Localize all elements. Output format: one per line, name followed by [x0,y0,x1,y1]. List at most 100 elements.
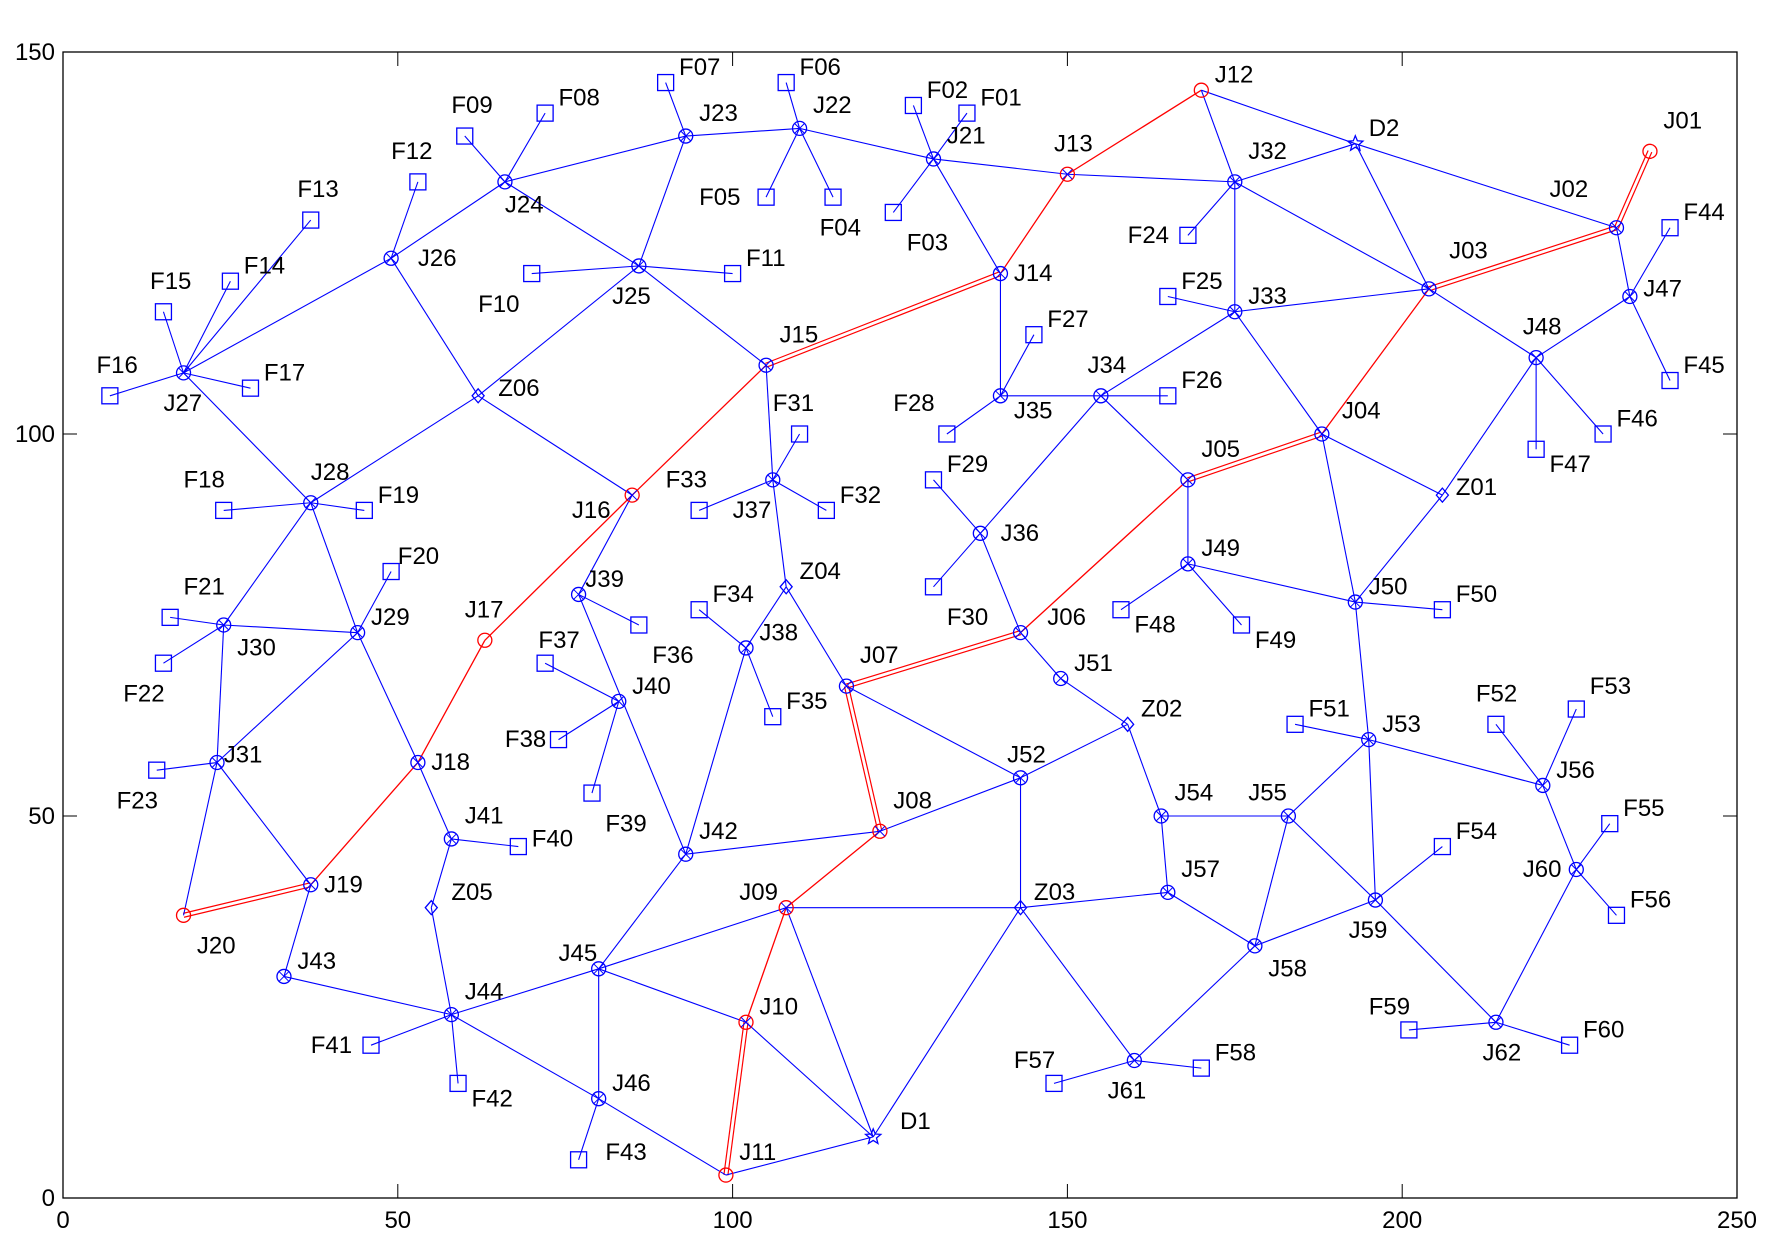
edge-J27-F14 [183,280,231,374]
label-f39: F39 [605,810,646,837]
edge-J49-F49 [1187,563,1242,626]
label-j18: J18 [431,749,470,776]
label-j52: J52 [1007,742,1046,769]
edge-J27-F13 [183,219,312,374]
label-j49: J49 [1201,535,1240,562]
node-j56 [1535,777,1551,794]
axes-layer: 0 50 100 150 200 250 0 50 100 150 [15,39,1757,1233]
node-f28 [938,425,956,443]
node-f57 [1045,1074,1063,1093]
label-f11: F11 [746,245,786,272]
label-j40: J40 [632,673,671,700]
label-f33: F33 [666,466,707,493]
label-j41: J41 [465,803,504,830]
node-j19 [303,877,319,893]
x-tick-label: 200 [1382,1207,1422,1233]
label-f43: F43 [605,1139,646,1166]
label-f34: F34 [713,581,754,608]
label-j43: J43 [297,948,336,975]
edge-J43-J44 [283,975,452,1016]
route-edge-J14-J15 [765,271,1000,364]
edge-J28-F18 [223,502,311,511]
node-f05 [757,188,775,206]
label-f31: F31 [773,390,814,417]
label-f49: F49 [1255,627,1296,654]
edge-J38-F35 [745,647,774,717]
edge-J23-J25 [638,135,687,267]
route-edge-J12-J13 [1067,89,1202,175]
label-f08: F08 [559,84,600,111]
label-j29: J29 [371,604,410,631]
label-j28: J28 [311,459,350,486]
label-j59: J59 [1349,917,1388,944]
edge-J48-J47 [1535,296,1631,359]
node-f49 [1232,616,1251,634]
label-f36: F36 [652,642,693,669]
route-edge-J03-J04 [1321,288,1430,435]
node-j50 [1347,594,1363,610]
edge-Z06-J16 [477,395,633,496]
node-f23 [148,761,166,779]
node-j21 [925,151,942,167]
label-j22: J22 [813,92,852,119]
label-j02: J02 [1550,176,1589,203]
route-edge-J10-J11-b [727,1022,749,1176]
label-j14: J14 [1014,260,1053,287]
edge-J12-D2 [1201,89,1356,145]
edge-J59-F54 [1375,846,1443,901]
edge-J25-Z06 [477,265,640,397]
node-f12 [409,173,427,191]
label-f10: F10 [478,291,519,318]
route-edge-J19-J20-b [183,886,312,918]
edge-J21-F02 [912,105,934,160]
edge-J32-J03 [1234,181,1430,290]
node-f31 [790,425,809,443]
x-tick-label: 250 [1717,1207,1757,1233]
edge-J42-J39 [578,594,687,855]
node-f52 [1487,715,1505,733]
edge-J37-F33 [698,479,773,511]
edge-J35-F27 [999,334,1035,397]
label-j27: J27 [163,390,202,417]
edge-J15-J37 [765,365,774,480]
edge-J21-F03 [892,158,934,213]
label-j21: J21 [947,123,986,150]
edge-Z03-J61 [1020,907,1135,1061]
node-j39 [570,586,587,603]
edge-J25-J15 [638,265,767,366]
edge-D2-J03 [1354,143,1430,290]
node-j59 [1367,892,1384,908]
label-f52: F52 [1476,680,1517,707]
node-j57 [1160,884,1176,901]
node-j06 [1012,624,1029,641]
node-f11 [723,264,742,283]
edge-J61-F57 [1053,1059,1135,1084]
label-j17: J17 [465,596,504,623]
edge-Z01-J48 [1441,357,1537,496]
label-j11: J11 [739,1139,776,1166]
edge-J27-F15 [162,311,185,374]
edge-J53-J56 [1368,739,1543,786]
node-j22 [791,120,808,137]
route-edge-J06-J07-b [846,633,1022,689]
edge-J29-F20 [357,571,392,633]
edge-J24-F09 [464,135,506,183]
label-f37: F37 [538,627,579,654]
label-j12: J12 [1215,62,1254,89]
edge-J34-J05 [1100,395,1189,481]
node-j29 [349,624,366,641]
node-f39 [583,784,601,802]
node-j26 [383,250,399,266]
route-edge-J13-J14 [999,173,1068,274]
node-f33 [690,501,708,520]
node-f50 [1433,601,1452,619]
node-z05 [424,899,439,916]
label-j56: J56 [1556,757,1595,784]
edge-J21-J22 [799,127,934,160]
label-j46: J46 [612,1070,651,1097]
route-edge-J05-J06 [1020,479,1189,634]
label-j61: J61 [1108,1078,1147,1105]
label-j05: J05 [1201,436,1240,463]
edge-J40-F38 [558,700,620,741]
